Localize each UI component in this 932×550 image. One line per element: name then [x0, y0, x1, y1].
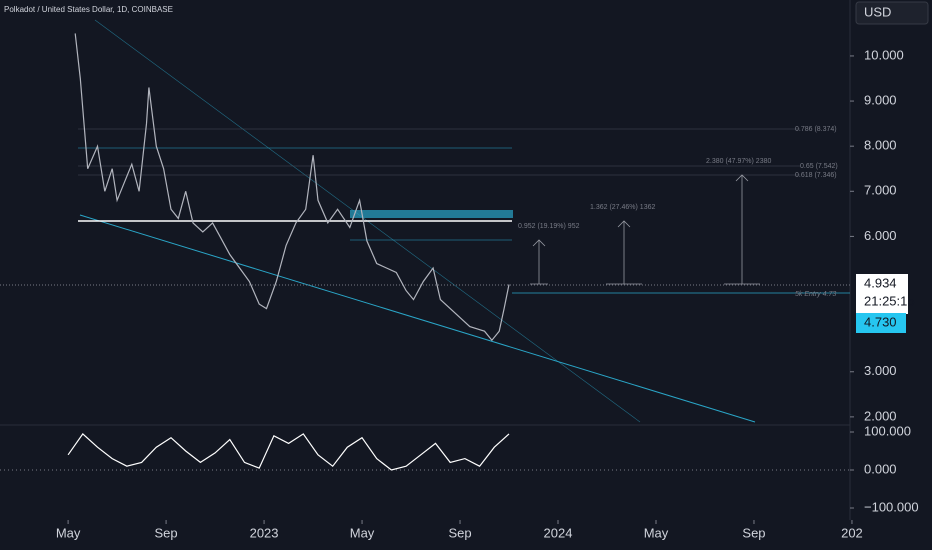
y-tick-label: −100.000: [864, 499, 919, 514]
x-tick-label: May: [56, 525, 81, 540]
annotation: 5k Entry 4.73: [795, 291, 836, 298]
measure-arrows: [530, 174, 760, 285]
y-tick-label: 8.000: [864, 138, 897, 153]
last-price-box: [856, 274, 908, 314]
price-line: [67, 432, 510, 471]
y-tick-label: 6.000: [864, 228, 897, 243]
annotation: 0.65 (7.542): [800, 163, 838, 170]
zone: [350, 210, 513, 218]
x-tick-label: 2023: [250, 525, 279, 540]
y-tick-label: 0.000: [864, 461, 897, 476]
x-tick-label: 202: [841, 525, 863, 540]
symbol-title: Polkadot / United States Dollar, 1D, COI…: [4, 5, 173, 14]
x-tick-label: Sep: [742, 525, 765, 540]
x-tick-label: Sep: [448, 525, 471, 540]
entry-price: 4.730: [864, 314, 897, 329]
x-tick-label: May: [350, 525, 375, 540]
y-tick-label: 100.000: [864, 423, 911, 438]
trend-line: [79, 214, 756, 423]
y-tick-label: 3.000: [864, 363, 897, 378]
y-tick-label: 10.000: [864, 47, 904, 62]
x-tick-label: 2024: [544, 525, 573, 540]
entry-price-box: [856, 313, 906, 333]
annotation: 0.618 (7.346): [795, 172, 837, 179]
y-tick-label: 9.000: [864, 92, 897, 107]
x-tick-label: Sep: [155, 525, 178, 540]
countdown: 21:25:15: [864, 293, 915, 308]
currency-button[interactable]: [855, 1, 929, 25]
annotation: 0.952 (19.19%) 952: [518, 223, 580, 230]
last-price: 4.934: [864, 275, 897, 290]
y-tick-label: 7.000: [864, 183, 897, 198]
y-tick-label: 2.000: [864, 408, 897, 423]
x-tick-label: May: [644, 525, 669, 540]
annotation: 1.362 (27.46%) 1362: [590, 204, 655, 211]
currency[interactable]: USD: [864, 4, 891, 19]
price-line: [74, 33, 510, 342]
annotation: 0.786 (8.374): [795, 126, 837, 133]
annotation: 2.380 (47.97%) 2380: [706, 158, 771, 165]
